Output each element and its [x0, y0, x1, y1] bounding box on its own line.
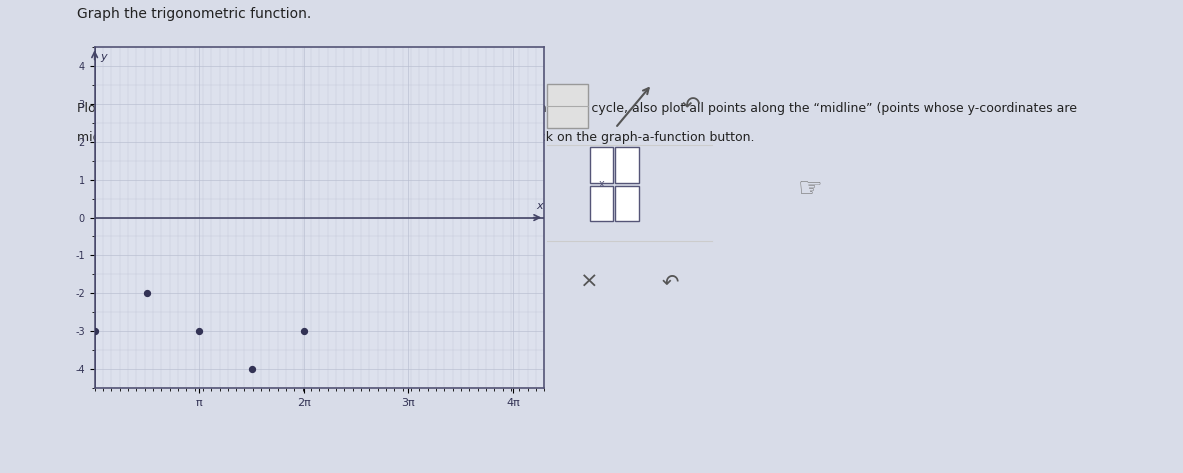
Text: Graph the trigonometric function.: Graph the trigonometric function.: [77, 7, 311, 21]
Polygon shape: [548, 84, 588, 128]
Text: y: y: [101, 52, 108, 62]
Text: x: x: [599, 179, 605, 189]
Text: −3: −3: [163, 57, 186, 72]
Text: y=: y=: [106, 57, 134, 72]
Bar: [615, 186, 639, 221]
Text: x: x: [536, 201, 543, 211]
Bar: [589, 186, 614, 221]
Text: ×: ×: [581, 272, 599, 292]
Bar: [615, 147, 639, 183]
Bar: [589, 147, 614, 183]
Text: ☞: ☞: [797, 175, 823, 203]
Text: Plot all points corresponding to minima and maxima within one cycle. Within that: Plot all points corresponding to minima …: [77, 102, 1077, 115]
Point: [137, 289, 156, 297]
Point: [295, 327, 313, 335]
Text: ↶: ↶: [681, 96, 700, 116]
Point: [189, 327, 208, 335]
Text: ↶: ↶: [661, 272, 679, 292]
Point: [85, 327, 104, 335]
Point: [243, 365, 261, 373]
Text: sin x: sin x: [123, 57, 159, 72]
Text: midway between the function’s minimum and maximum values). Then click on the gra: midway between the function’s minimum an…: [77, 131, 755, 143]
